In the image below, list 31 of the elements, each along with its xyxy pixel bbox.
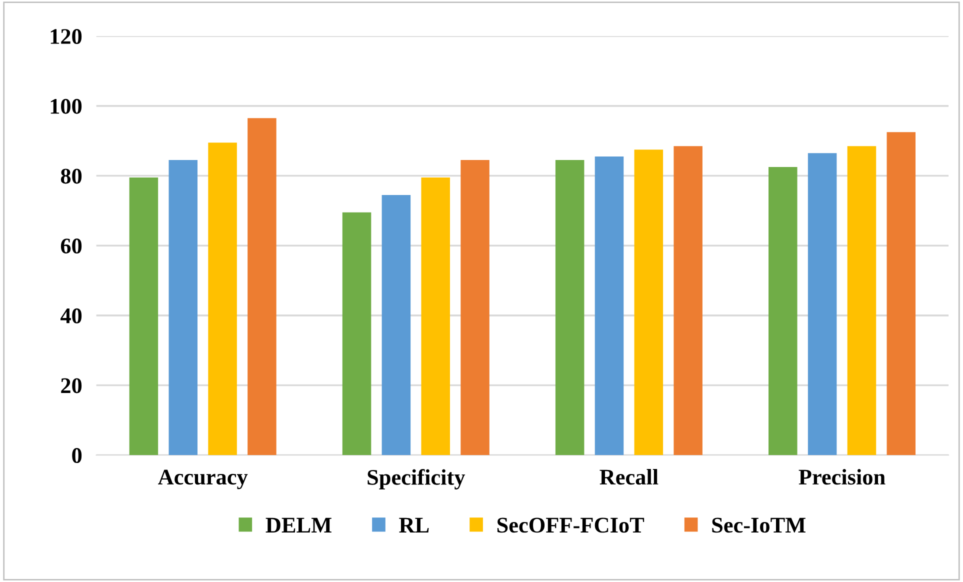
legend-label: Sec-IoTM xyxy=(712,518,806,533)
bar xyxy=(382,194,411,456)
x-tick-label: Specificity xyxy=(368,469,466,490)
bar xyxy=(808,153,837,456)
bar xyxy=(168,160,198,456)
bar xyxy=(847,146,876,456)
bar xyxy=(768,167,798,456)
y-tick-label: 0 xyxy=(72,448,82,464)
x-tick-label: Recall xyxy=(600,469,658,485)
legend-label: RL xyxy=(399,518,429,532)
legend-label: DELM xyxy=(266,518,332,532)
x-tick-label: Precision xyxy=(798,469,886,485)
bar xyxy=(421,178,450,456)
bar xyxy=(886,132,916,456)
y-tick-label: 120 xyxy=(50,29,82,44)
bar xyxy=(208,142,237,456)
bar xyxy=(129,178,158,456)
bar xyxy=(248,118,276,456)
y-tick-label: 60 xyxy=(60,238,82,254)
y-tick-label: 80 xyxy=(60,168,82,184)
y-tick-label: 100 xyxy=(50,98,82,114)
bar xyxy=(674,146,702,456)
legend-label: SecOFF-FCIoT xyxy=(497,518,644,533)
y-tick-label: 40 xyxy=(60,308,82,324)
bar xyxy=(634,150,664,456)
bar xyxy=(342,212,372,456)
bar xyxy=(555,160,584,456)
bar xyxy=(594,156,624,456)
x-tick-label: Accuracy xyxy=(158,470,248,490)
bar xyxy=(460,160,490,456)
y-tick-label: 20 xyxy=(61,378,82,394)
